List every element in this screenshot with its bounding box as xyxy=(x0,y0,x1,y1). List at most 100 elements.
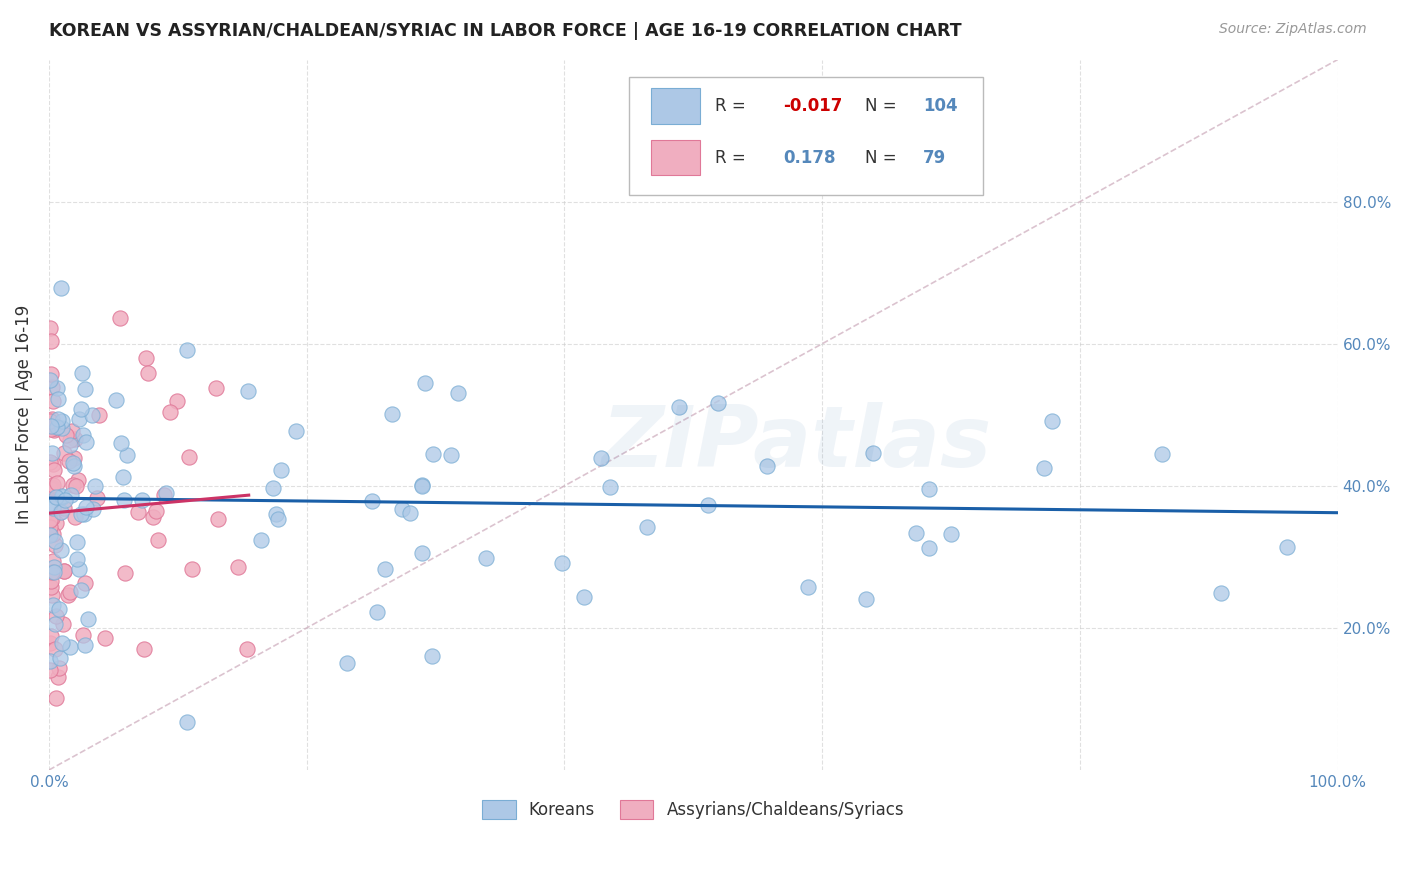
Point xyxy=(45,609,67,624)
Point xyxy=(39,334,62,348)
Point xyxy=(228,560,250,574)
Point xyxy=(59,434,82,448)
Point xyxy=(136,367,159,381)
Point xyxy=(51,490,73,504)
Text: KOREAN VS ASSYRIAN/CHALDEAN/SYRIAC IN LABOR FORCE | AGE 16-19 CORRELATION CHART: KOREAN VS ASSYRIAN/CHALDEAN/SYRIAC IN LA… xyxy=(49,22,962,40)
Point xyxy=(39,580,62,594)
Point xyxy=(82,502,104,516)
Point xyxy=(413,376,436,390)
Text: R =: R = xyxy=(716,96,751,115)
Text: 0.178: 0.178 xyxy=(783,149,837,167)
Point xyxy=(236,384,259,398)
Point xyxy=(39,574,62,589)
Point xyxy=(939,526,962,541)
Point xyxy=(86,491,108,505)
Point xyxy=(73,507,96,521)
Point xyxy=(862,446,884,460)
Point xyxy=(39,520,62,534)
Point xyxy=(82,409,104,423)
Point xyxy=(93,631,115,645)
Point xyxy=(1209,586,1232,600)
Point xyxy=(39,513,62,527)
Point xyxy=(236,641,259,656)
Point xyxy=(48,651,70,665)
Point xyxy=(42,566,65,580)
Point xyxy=(77,612,100,626)
Point xyxy=(39,527,62,541)
Bar xyxy=(651,88,700,123)
Point xyxy=(73,576,96,591)
Text: Source: ZipAtlas.com: Source: ZipAtlas.com xyxy=(1219,22,1367,37)
Point xyxy=(67,412,90,426)
Point xyxy=(44,617,66,632)
Point xyxy=(39,528,62,542)
Point xyxy=(205,381,228,395)
Point xyxy=(411,479,433,493)
Point xyxy=(42,500,65,515)
Point xyxy=(41,457,63,471)
Point xyxy=(46,412,69,426)
Point xyxy=(72,366,94,380)
Point xyxy=(52,616,75,631)
Point xyxy=(63,458,86,473)
Point xyxy=(131,492,153,507)
Point xyxy=(41,482,63,496)
Point xyxy=(1275,540,1298,554)
Point xyxy=(83,479,105,493)
Point xyxy=(177,450,200,465)
Point xyxy=(58,453,80,467)
Point xyxy=(39,418,62,433)
Point xyxy=(75,638,97,652)
Point xyxy=(72,628,94,642)
Point xyxy=(62,457,84,471)
Point xyxy=(148,533,170,547)
Point xyxy=(73,382,96,396)
Legend: Koreans, Assyrians/Chaldeans/Syriacs: Koreans, Assyrians/Chaldeans/Syriacs xyxy=(475,793,911,826)
Point xyxy=(44,463,66,477)
Point xyxy=(336,657,359,671)
Point xyxy=(159,404,181,418)
Point xyxy=(39,414,62,428)
Point xyxy=(59,438,82,452)
Point xyxy=(49,505,72,519)
Point xyxy=(918,482,941,496)
Point xyxy=(51,421,73,435)
Point xyxy=(41,480,63,494)
Point xyxy=(41,510,63,524)
Point xyxy=(360,493,382,508)
Point xyxy=(46,670,69,684)
Point xyxy=(46,419,69,434)
Point xyxy=(49,281,72,295)
Point xyxy=(51,414,73,428)
Point xyxy=(39,481,62,495)
Point xyxy=(110,436,132,450)
Point xyxy=(39,654,62,668)
Point xyxy=(112,492,135,507)
FancyBboxPatch shape xyxy=(628,78,983,194)
Point xyxy=(75,435,97,450)
Point xyxy=(42,423,65,437)
Point xyxy=(53,564,76,578)
Point xyxy=(41,412,63,426)
Point xyxy=(905,526,928,541)
Point xyxy=(797,580,820,594)
Point xyxy=(39,321,62,335)
Point xyxy=(636,519,658,533)
Point xyxy=(411,546,433,560)
Point xyxy=(142,509,165,524)
Point xyxy=(440,448,463,462)
Point xyxy=(69,508,91,522)
Point xyxy=(46,392,69,407)
Point xyxy=(551,557,574,571)
Point xyxy=(267,512,290,526)
Point xyxy=(45,420,67,434)
Point xyxy=(155,486,177,500)
Point xyxy=(60,424,83,438)
Point xyxy=(53,446,76,460)
Y-axis label: In Labor Force | Age 16-19: In Labor Force | Age 16-19 xyxy=(15,305,32,524)
Point xyxy=(49,543,72,558)
Point xyxy=(39,455,62,469)
Point xyxy=(284,425,307,439)
Point xyxy=(591,451,613,466)
Point xyxy=(66,534,89,549)
